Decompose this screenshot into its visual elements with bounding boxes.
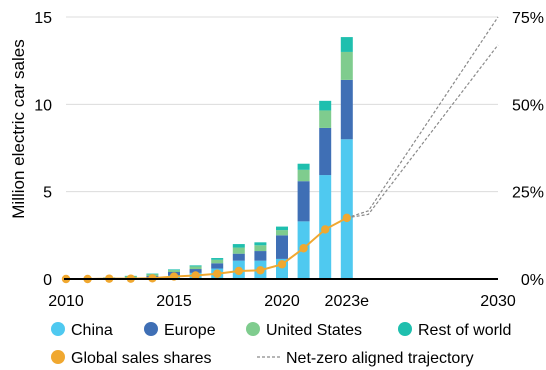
y2-axis-ticks: 0% 25% 50% 75% xyxy=(512,10,544,289)
bar-europe-2019 xyxy=(254,251,267,261)
bar-united-states-2020 xyxy=(276,230,288,236)
bar-rest-of-world-2023 xyxy=(340,37,353,52)
share-point-2019 xyxy=(256,266,265,275)
x-tick-label: 2015 xyxy=(156,293,192,310)
bar-europe-2022 xyxy=(319,127,332,176)
bar-united-states-2021 xyxy=(297,169,310,182)
y-tick-label: 5 xyxy=(43,185,52,202)
share-point-2021 xyxy=(299,244,308,253)
bar-united-states-2023 xyxy=(340,51,353,80)
legend-marker-rest-of-world xyxy=(398,322,412,336)
y2-tick-label: 75% xyxy=(512,10,544,27)
x-axis-ticks: 2010 2015 2020 2023e 2030 xyxy=(48,293,516,310)
legend-label-global-sales-shares: Global sales shares xyxy=(71,350,212,367)
bar-europe-2016 xyxy=(189,269,202,273)
bar-united-states-2018 xyxy=(232,247,245,254)
legend-marker-europe xyxy=(144,322,158,336)
share-point-2016 xyxy=(191,271,200,280)
bar-rest-of-world-2014 xyxy=(146,273,159,275)
y2-tick-label: 25% xyxy=(512,185,544,202)
x-tick-label: 2010 xyxy=(48,293,84,310)
bar-europe-2017 xyxy=(211,263,224,269)
bar-rest-of-world-2022 xyxy=(319,100,332,111)
share-point-2023 xyxy=(342,213,351,223)
bar-rest-of-world-2018 xyxy=(232,244,245,248)
y-tick-label: 0 xyxy=(43,272,52,289)
trajectory-line-2 xyxy=(346,44,499,219)
share-point-2020 xyxy=(277,260,287,269)
legend-label-china: China xyxy=(71,322,113,339)
legend: China Europe United States Rest of world Glo… xyxy=(51,322,511,367)
grid-lines xyxy=(66,16,498,193)
share-point-2022 xyxy=(321,225,330,234)
bar-united-states-2015 xyxy=(168,270,180,273)
bar-rest-of-world-2021 xyxy=(297,163,310,170)
bars xyxy=(81,37,353,280)
y2-tick-label: 0% xyxy=(521,272,544,289)
x-tick-label: 2020 xyxy=(264,293,300,310)
trajectory-lines xyxy=(346,16,499,219)
legend-marker-china xyxy=(51,322,65,336)
x-tick-label: 2030 xyxy=(480,293,516,310)
bar-rest-of-world-2016 xyxy=(189,265,202,267)
bar-rest-of-world-2015 xyxy=(168,269,180,271)
bar-europe-2018 xyxy=(232,253,245,261)
y-axis-label: Million electric car sales xyxy=(9,39,28,219)
bar-united-states-2017 xyxy=(211,259,224,264)
trajectory-line-1 xyxy=(346,16,499,219)
bar-europe-2023 xyxy=(340,79,353,140)
y-tick-label: 15 xyxy=(34,10,52,27)
legend-label-net-zero-trajectory: Net-zero aligned trajectory xyxy=(286,350,474,367)
y-axis-ticks: 0 5 10 15 xyxy=(34,10,52,289)
y2-tick-label: 50% xyxy=(512,97,544,114)
bar-united-states-2016 xyxy=(189,266,202,270)
bar-china-2023 xyxy=(340,139,353,279)
bar-united-states-2019 xyxy=(254,245,267,252)
bar-rest-of-world-2019 xyxy=(254,242,267,246)
y-tick-label: 10 xyxy=(34,97,52,114)
legend-marker-global-sales-shares xyxy=(51,350,65,364)
bar-rest-of-world-2017 xyxy=(211,258,224,260)
share-point-2017 xyxy=(213,269,222,278)
legend-label-rest-of-world: Rest of world xyxy=(418,322,511,339)
x-tick-label: 2023e xyxy=(325,293,370,310)
share-point-2018 xyxy=(234,266,243,276)
bar-europe-2020 xyxy=(276,235,288,259)
legend-label-europe: Europe xyxy=(164,322,216,339)
legend-marker-united-states xyxy=(246,322,260,336)
legend-label-united-states: United States xyxy=(266,322,362,339)
bar-europe-2021 xyxy=(297,181,310,222)
bar-united-states-2022 xyxy=(319,110,332,128)
bar-rest-of-world-2020 xyxy=(276,226,288,231)
